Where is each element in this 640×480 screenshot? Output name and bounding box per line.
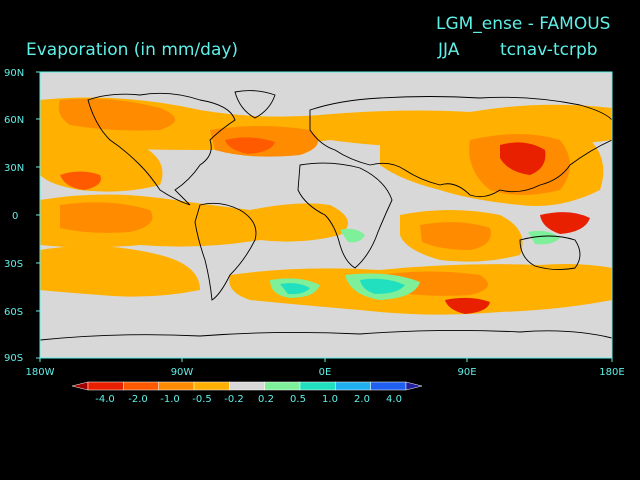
colorbar-label: 4.0 [386,394,402,405]
season-label: JJA [438,40,460,60]
lon-label-180w: 180W [25,367,55,378]
lat-label-90n: 90N [4,68,25,79]
colorbar-swatch [335,381,371,391]
difference-label: tcnav-tcrpb [500,40,598,60]
contour-positive-core-indian [360,278,405,294]
contour-positive-core-atlantic [280,283,310,295]
colorbar-label: -4.0 [95,394,115,405]
variable-title: Evaporation (in mm/day) [26,40,239,60]
field-layer [40,72,612,358]
colorbar-swatch [123,381,159,391]
coast-antarctica [40,329,612,341]
coast-south-america [194,202,257,301]
lat-label-60n: 60N [4,115,25,126]
lat-label-60s: 60S [4,307,24,318]
coast-africa [297,162,393,269]
colorbar-label: 1.0 [322,394,338,405]
contour-core-asia [500,142,546,175]
colorbar-swatch [299,381,336,391]
colorbar-arrow-low [71,381,89,391]
coastlines [40,90,612,341]
experiment-title: LGM_ense - FAMOUS [436,14,611,34]
colorbar-swatch [264,381,301,391]
coast-greenland [234,90,276,119]
contour-indian-strong [420,222,491,250]
lat-label-30s: 30S [4,259,24,270]
coast-australia [519,235,581,271]
colorbar-label: -0.2 [224,394,244,405]
colorbar-label: -2.0 [128,394,148,405]
colorbar-arrow-high [405,381,423,391]
contour-positive-australia [528,230,560,245]
colorbar-swatch [229,381,265,391]
contour-pacific-tropic [60,202,153,233]
lon-label-90w: 90W [170,367,194,378]
contour-core-indonesia [540,212,590,234]
lon-label-0e: 0E [318,367,332,378]
lat-label-equator: 0 [12,211,19,222]
colorbar-label: -0.5 [192,394,212,405]
colorbar-label: 0.5 [290,394,306,405]
colorbar [71,381,423,391]
contour-core-south [445,297,490,314]
contour-south-band [40,246,200,297]
colorbar-label: 0.2 [258,394,274,405]
lon-label-90e: 90E [457,367,477,378]
colorbar-label: -1.0 [160,394,180,405]
lat-label-90s: 90S [4,353,24,364]
lon-label-180e: 180E [599,367,625,378]
lat-label-30n: 30N [4,163,25,174]
colorbar-swatch [370,381,407,391]
contour-core-pacific [60,171,101,190]
contour-positive-africa [340,228,365,243]
coast-north-america [87,92,236,206]
colorbar-swatch [87,381,124,391]
axis-ticks [36,71,613,362]
contour-core-atlantic [225,137,275,154]
coast-eurasia [309,96,612,198]
colorbar-swatch [193,381,230,391]
contour-arctic-strong [58,98,175,131]
colorbar-label: 2.0 [354,394,370,405]
colorbar-swatch [158,381,195,391]
